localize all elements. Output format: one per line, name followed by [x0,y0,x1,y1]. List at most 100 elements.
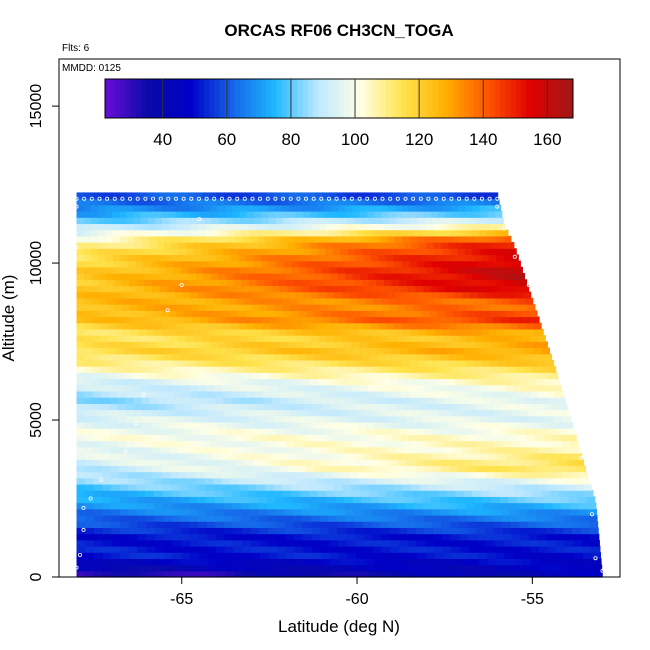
heatmap-cell [165,260,174,268]
heatmap-cell [119,483,129,491]
heatmap-cell [224,415,234,423]
heatmap-cell [117,415,127,423]
flights-annotation: Flts: 6 [62,43,90,54]
heatmap-cell [111,204,120,212]
heatmap-cell [341,291,350,299]
colorbar-swatch [214,79,220,118]
heatmap-cell [286,446,296,454]
heatmap-cell [414,415,423,423]
heatmap-cell [309,279,318,287]
heatmap-cell [365,558,375,566]
heatmap-cell [555,390,564,398]
heatmap-cell [242,347,251,355]
heatmap-cell [186,465,196,473]
heatmap-cell [332,217,341,225]
heatmap-cell [102,564,113,572]
colorbar-swatch [162,79,168,118]
heatmap-cell [502,440,512,448]
heatmap-cell [490,335,499,342]
heatmap-cell [127,465,137,473]
heatmap-cell [138,322,147,330]
heatmap-cell [317,490,327,497]
heatmap-cell [378,359,388,367]
heatmap-cell [170,341,180,349]
heatmap-cell [325,328,334,336]
heatmap-cell [543,353,553,361]
heatmap-cell [454,316,463,324]
heatmap-cell [165,390,175,398]
heatmap-cell [193,248,202,256]
heatmap-cell [487,378,496,386]
heatmap-cell [503,378,512,386]
heatmap-cell [561,502,571,510]
heatmap-cell [432,384,441,392]
heatmap-cell [485,316,494,324]
heatmap-cell [141,384,150,392]
heatmap-cell [231,397,240,404]
heatmap-cell [253,378,263,386]
heatmap-cell [427,192,436,200]
heatmap-cell [185,235,193,243]
heatmap-cell [493,403,503,411]
heatmap-cell [356,558,366,566]
heatmap-cell [179,353,188,361]
heatmap-cell [118,198,127,206]
heatmap-cell [368,483,378,491]
heatmap-cell [389,533,400,541]
heatmap-cell [348,570,358,578]
heatmap-cell [275,502,285,510]
heatmap-cell [264,341,274,349]
heatmap-cell [573,545,584,553]
heatmap-cell [126,434,136,442]
heatmap-cell [76,353,86,361]
heatmap-cell [536,471,546,479]
heatmap-cell [217,260,226,268]
heatmap-cell [281,347,290,355]
heatmap-cell [180,496,190,504]
heatmap-cell [299,310,308,318]
heatmap-cell [416,260,425,268]
heatmap-cell [342,378,351,386]
heatmap-cell [200,242,209,249]
heatmap-cell [232,266,241,274]
heatmap-cell [551,496,561,504]
colorbar-swatch [235,79,241,118]
heatmap-cell [282,254,291,262]
heatmap-cell [536,521,547,528]
heatmap-cell [413,452,423,460]
heatmap-cell [158,273,167,280]
heatmap-cell [341,372,350,380]
heatmap-cell [179,248,188,256]
heatmap-cell [378,229,387,237]
heatmap-cell [277,564,288,572]
heatmap-cell [128,539,139,547]
heatmap-cell [311,217,319,225]
heatmap-cell [347,409,357,417]
heatmap-cell [482,496,492,504]
heatmap-cell [348,415,358,423]
heatmap-cell [527,440,537,448]
heatmap-cell [505,260,514,268]
heatmap-cell [407,347,417,355]
heatmap-cell [102,502,112,510]
heatmap-cell [105,223,113,231]
heatmap-cell [117,397,126,404]
heatmap-cell [148,229,157,237]
heatmap-cell [504,279,513,287]
heatmap-cell [239,397,249,404]
heatmap-cell [146,521,156,528]
heatmap-cell [494,539,505,547]
heatmap-cell [409,260,418,268]
heatmap-cell [494,347,503,355]
heatmap-cell [407,198,416,206]
heatmap-cell [389,415,399,423]
colorbar-swatch [567,79,574,118]
heatmap-cell [433,533,443,541]
heatmap-cell [377,490,387,497]
heatmap-cell [255,471,265,479]
colorbar-swatch [224,79,231,118]
heatmap-cell [404,242,413,249]
heatmap-cell [207,316,216,324]
heatmap-cell [496,304,505,311]
heatmap-cell [240,502,251,510]
